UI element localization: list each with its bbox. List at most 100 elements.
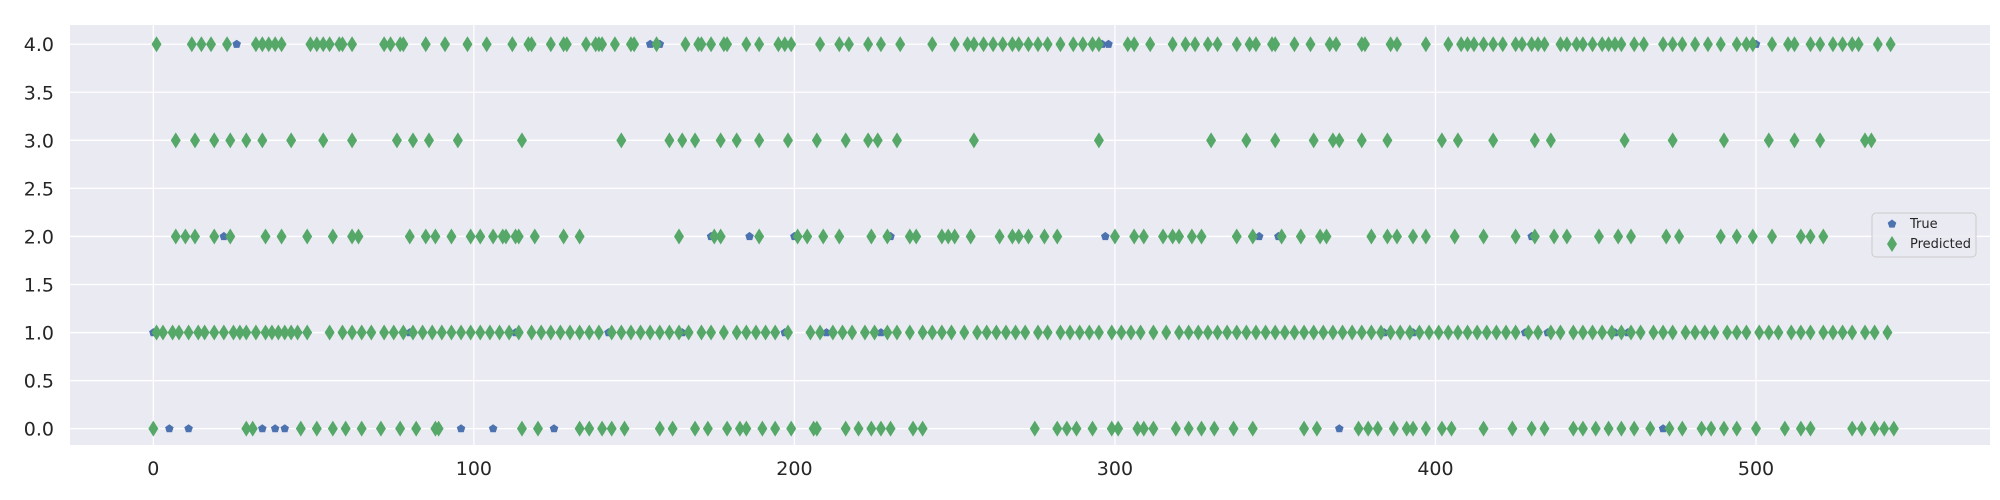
predicted-point <box>1068 36 1079 53</box>
predicted-point <box>1539 420 1550 437</box>
predicted-point <box>379 36 390 53</box>
predicted-point <box>1241 324 1252 341</box>
predicted-point <box>273 324 284 341</box>
predicted-point <box>356 324 367 341</box>
predicted-point <box>1661 228 1672 245</box>
predicted-point <box>1276 228 1287 245</box>
predicted-point <box>770 420 781 437</box>
predicted-point <box>1270 132 1281 149</box>
predicted-point <box>1116 324 1127 341</box>
predicted-point <box>1023 36 1034 53</box>
predicted-point <box>917 420 928 437</box>
predicted-point <box>1135 324 1146 341</box>
predicted-point <box>1677 420 1688 437</box>
predicted-point <box>1324 36 1335 53</box>
predicted-point <box>1533 324 1544 341</box>
predicted-point <box>635 324 646 341</box>
predicted-point <box>1507 420 1518 437</box>
predicted-point <box>1145 36 1156 53</box>
predicted-point <box>683 324 694 341</box>
predicted-point <box>1452 324 1463 341</box>
predicted-point <box>1667 132 1678 149</box>
predicted-point <box>1606 324 1617 341</box>
y-tick-label: 3.0 <box>24 130 54 152</box>
predicted-point <box>991 324 1002 341</box>
predicted-point <box>1722 324 1733 341</box>
predicted-point <box>1250 36 1261 53</box>
predicted-point <box>286 132 297 149</box>
predicted-point <box>1443 36 1454 53</box>
predicted-point <box>866 420 877 437</box>
predicted-point <box>1161 324 1172 341</box>
predicted-point <box>1500 324 1511 341</box>
predicted-point <box>1392 228 1403 245</box>
predicted-point <box>1382 228 1393 245</box>
true-point <box>280 424 289 433</box>
true-point <box>822 328 831 337</box>
predicted-point <box>1667 324 1678 341</box>
x-tick-label: 500 <box>1738 458 1774 480</box>
predicted-point <box>420 228 431 245</box>
predicted-point <box>1767 228 1778 245</box>
predicted-point <box>404 228 415 245</box>
predicted-point <box>965 228 976 245</box>
predicted-point <box>279 324 290 341</box>
predicted-point <box>1555 324 1566 341</box>
predicted-point <box>674 228 685 245</box>
predicted-point <box>1795 324 1806 341</box>
predicted-point <box>1436 420 1447 437</box>
legend: True Predicted <box>1871 212 1977 258</box>
predicted-point <box>1597 36 1608 53</box>
true-point <box>1104 39 1113 48</box>
predicted-point <box>270 36 281 53</box>
predicted-point <box>1138 420 1149 437</box>
axis-tick-labels: 0 100 200 300 400 500 0.0 0.5 1.0 1.5 2.0 2.5 3.0 3.5… <box>24 34 1774 480</box>
predicted-point <box>398 36 409 53</box>
predicted-point <box>1244 36 1255 53</box>
predicted-point <box>882 324 893 341</box>
predicted-point <box>1754 324 1765 341</box>
predicted-point <box>1645 420 1656 437</box>
predicted-point <box>311 36 322 53</box>
predicted-point <box>757 420 768 437</box>
predicted-point <box>1805 36 1816 53</box>
predicted-point <box>1321 228 1332 245</box>
predicted-point <box>1020 324 1031 341</box>
predicted-point <box>295 420 306 437</box>
predicted-point <box>488 228 499 245</box>
predicted-point <box>1308 132 1319 149</box>
predicted-point <box>1042 36 1053 53</box>
predicted-point <box>968 36 979 53</box>
predicted-point <box>1488 132 1499 149</box>
predicted-point <box>1193 324 1204 341</box>
predicted-point <box>209 324 220 341</box>
predicted-point <box>558 228 569 245</box>
predicted-point <box>1818 324 1829 341</box>
x-tick-label: 0 <box>147 458 159 480</box>
predicted-point <box>1055 324 1066 341</box>
predicted-point <box>1299 324 1310 341</box>
predicted-point <box>1561 36 1572 53</box>
true-point <box>184 424 193 433</box>
predicted-point <box>1805 324 1816 341</box>
predicted-point <box>760 324 771 341</box>
predicted-point <box>1436 132 1447 149</box>
predicted-point <box>1869 420 1880 437</box>
true-point <box>456 424 466 433</box>
predicted-point <box>1071 420 1082 437</box>
predicted-point <box>1709 324 1720 341</box>
predicted-point <box>959 324 970 341</box>
predicted-point <box>619 420 630 437</box>
predicted-point <box>741 36 752 53</box>
predicted-point <box>1109 228 1120 245</box>
predicted-point <box>263 36 274 53</box>
predicted-point <box>305 36 316 53</box>
predicted-point <box>407 324 418 341</box>
predicted-point <box>347 132 358 149</box>
predicted-point <box>411 420 422 437</box>
predicted-point <box>779 36 790 53</box>
predicted-point <box>417 324 428 341</box>
predicted-point <box>770 324 781 341</box>
predicted-point <box>167 324 178 341</box>
predicted-point <box>1231 36 1242 53</box>
